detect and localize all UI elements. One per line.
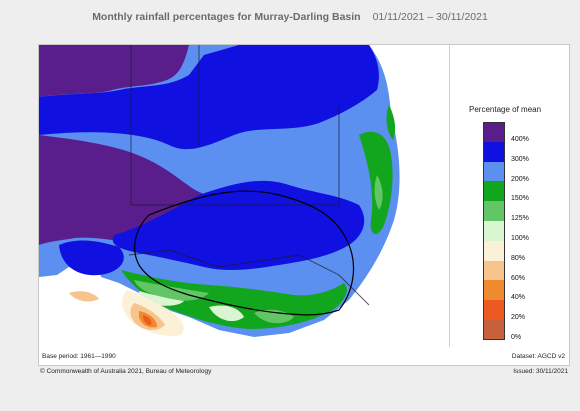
legend-label: 20%: [511, 314, 526, 322]
legend-swatch: [483, 240, 505, 261]
legend-row: 0%: [469, 319, 569, 341]
issued-date: Issued: 30/11/2021: [513, 368, 568, 375]
map-title: Monthly rainfall percentages for Murray-…: [92, 10, 361, 23]
legend-label: 150%: [511, 195, 529, 203]
legend-swatch: [483, 220, 505, 241]
legend: Percentage of mean 400% 300% 200% 150% 125% 1…: [469, 105, 569, 341]
legend-label: 200%: [511, 175, 529, 183]
legend-swatch: [483, 260, 505, 281]
legend-label: 300%: [511, 155, 529, 163]
legend-row: 300%: [469, 141, 569, 163]
legend-title: Percentage of mean: [469, 105, 542, 114]
legend-row: 20%: [469, 300, 569, 322]
rainfall-map: [39, 45, 449, 347]
legend-label: 0%: [511, 333, 522, 341]
legend-swatch: [483, 201, 505, 221]
legend-row: 100%: [469, 220, 569, 242]
legend-row: 125%: [469, 201, 569, 223]
legend-row: 40%: [469, 280, 569, 302]
legend-row: 200%: [469, 161, 569, 183]
legend-swatch: [483, 122, 505, 142]
legend-row: 150%: [469, 181, 569, 203]
base-period-note: Base period: 1961—1990: [42, 353, 116, 360]
legend-swatch: [483, 141, 505, 162]
legend-label: 125%: [511, 215, 529, 223]
legend-label: 400%: [511, 136, 529, 143]
legend-row: 60%: [469, 260, 569, 282]
legend-label: 60%: [511, 274, 526, 282]
legend-label: 80%: [511, 254, 526, 262]
legend-swatch: [483, 280, 505, 301]
copyright-note: © Commonwealth of Australia 2021, Bureau…: [40, 368, 212, 375]
legend-swatch: [483, 161, 505, 182]
rainfall-map-graphic: [39, 45, 449, 347]
map-frame: Percentage of mean 400% 300% 200% 150% 125% 1…: [38, 44, 570, 366]
map-title-bar: Monthly rainfall percentages for Murray-…: [0, 0, 580, 33]
legend-row: 400%: [469, 122, 569, 143]
legend-swatch: [483, 300, 505, 320]
legend-label: 40%: [511, 294, 526, 302]
dataset-note: Dataset: AGCD v2: [511, 353, 565, 360]
legend-swatch: [483, 319, 505, 340]
legend-row: 80%: [469, 240, 569, 262]
legend-divider: [449, 45, 450, 347]
legend-label: 100%: [511, 234, 529, 242]
legend-scale: 400% 300% 200% 150% 125% 100% 80% 60% 40% 20% 0%: [469, 122, 569, 341]
map-date-range: 01/11/2021 – 30/11/2021: [372, 10, 488, 23]
legend-swatch: [483, 181, 505, 202]
